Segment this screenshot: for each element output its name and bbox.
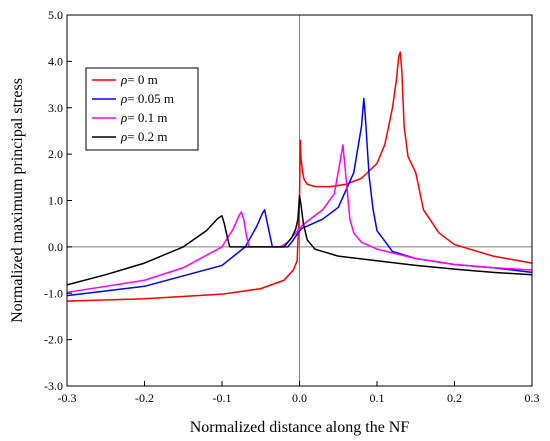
legend-entry: ρ= 0.2 m [120,129,167,144]
x-tick-label: -0.3 [58,391,77,405]
legend-entry: ρ= 0 m [120,72,158,87]
y-tick-label: -2.0 [44,333,63,347]
x-tick-label: 0.0 [292,391,307,405]
y-axis-title: Normalized maximum principal stress [9,78,26,323]
x-tick-label: 0.3 [525,391,540,405]
x-tick-label: -0.1 [213,391,232,405]
axis-ticks: -0.3 -0.2 -0.1 0.0 0.1 0.2 0.3 -3.0 -2.0 -1.0 0.0 1… [44,8,540,405]
x-tick-label: 0.2 [447,391,462,405]
x-tick-label: -0.2 [135,391,154,405]
y-tick-label: 0.0 [48,240,63,254]
y-tick-label: -3.0 [44,379,63,393]
x-tick-label: 0.1 [370,391,385,405]
y-tick-label: 5.0 [48,8,63,22]
series-line-3 [66,195,533,286]
series-line-0 [66,51,533,302]
y-tick-label: -1.0 [44,286,63,300]
y-tick-label: 4.0 [48,54,63,68]
series-line-2 [66,144,533,294]
series-lines [66,51,533,302]
x-axis-title: Normalized distance along the NF [190,419,410,436]
y-tick-label: 1.0 [48,194,63,208]
legend: ρ= 0 m ρ= 0.05 m ρ= 0.1 m ρ= 0.2 m [85,67,199,151]
legend-entry: ρ= 0.05 m [120,91,174,106]
y-tick-label: 2.0 [48,147,63,161]
series-line-1 [66,97,533,297]
y-tick-label: 3.0 [48,101,63,115]
legend-entry: ρ= 0.1 m [120,110,167,125]
